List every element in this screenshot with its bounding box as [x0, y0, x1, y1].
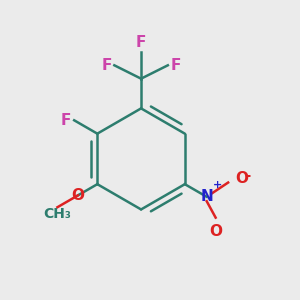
- Text: N: N: [200, 189, 213, 204]
- Text: CH₃: CH₃: [44, 207, 71, 221]
- Text: F: F: [102, 58, 112, 73]
- Text: O: O: [71, 188, 85, 203]
- Text: F: F: [170, 58, 181, 73]
- Text: O: O: [235, 171, 248, 186]
- Text: F: F: [61, 113, 71, 128]
- Text: +: +: [213, 180, 223, 190]
- Text: F: F: [136, 35, 146, 50]
- Text: O: O: [209, 224, 222, 238]
- Text: -: -: [244, 168, 250, 183]
